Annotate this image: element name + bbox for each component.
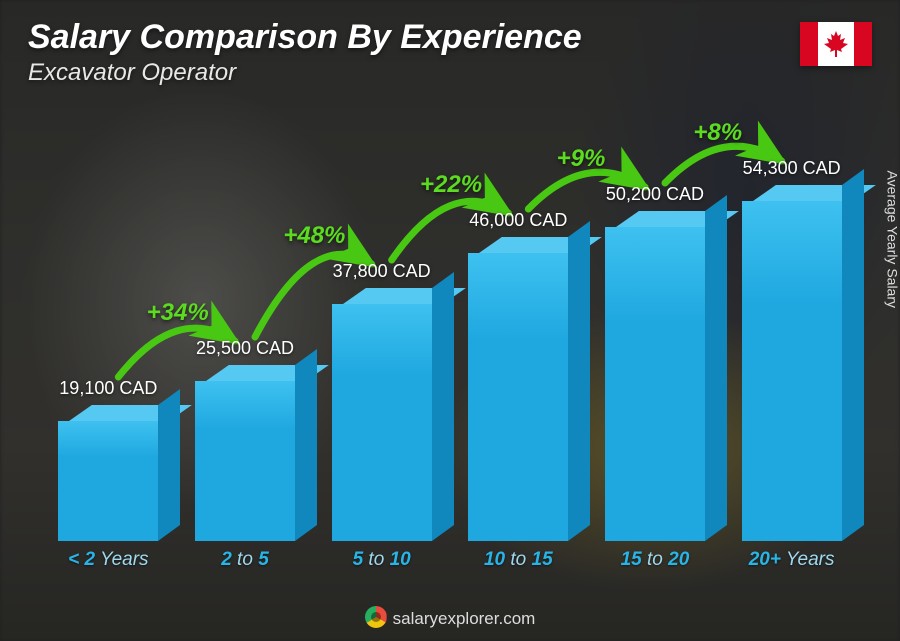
- bar: [332, 288, 432, 541]
- bar-side-face: [842, 169, 864, 541]
- bar-value-label: 37,800 CAD: [333, 261, 431, 282]
- bar-group: 25,500 CAD: [180, 338, 310, 541]
- y-axis-label: Average Yearly Salary: [884, 171, 900, 309]
- maple-leaf-icon: [824, 31, 848, 57]
- increase-label: +8%: [693, 119, 742, 147]
- bar-side-face: [295, 349, 317, 541]
- page-title: Salary Comparison By Experience: [28, 18, 582, 57]
- flag-center: [818, 22, 854, 66]
- increase-label: +9%: [557, 145, 606, 173]
- footer: salaryexplorer.com: [0, 606, 900, 629]
- bar-front-face: [468, 253, 568, 541]
- footer-text: salaryexplorer.com: [393, 609, 536, 628]
- bar: [742, 185, 842, 541]
- title-block: Salary Comparison By Experience Excavato…: [28, 18, 582, 87]
- bar: [468, 237, 568, 541]
- x-axis-label: 2 to 5: [180, 549, 310, 571]
- bar-front-face: [742, 201, 842, 541]
- bar-side-face: [432, 272, 454, 541]
- bar-group: 50,200 CAD: [590, 184, 720, 541]
- increase-label: +48%: [283, 222, 345, 250]
- x-axis: < 2 Years 2 to 5 5 to 10 10 to 15 15 to 20 20…: [40, 549, 860, 571]
- flag-left-bar: [800, 22, 818, 66]
- x-axis-label: 5 to 10: [317, 549, 447, 571]
- bar-group: 37,800 CAD: [317, 261, 447, 541]
- increase-label: +34%: [147, 299, 209, 327]
- bar-side-face: [568, 221, 590, 541]
- bar-front-face: [605, 227, 705, 541]
- bar-value-label: 46,000 CAD: [469, 210, 567, 231]
- salary-bar-chart: 19,100 CAD 25,500 CAD 37,800 CAD 46,000 CAD…: [40, 111, 860, 571]
- bar-side-face: [705, 195, 727, 541]
- bar-value-label: 19,100 CAD: [59, 378, 157, 399]
- bar-front-face: [195, 381, 295, 541]
- flag-right-bar: [854, 22, 872, 66]
- x-axis-label: 20+ Years: [727, 549, 857, 571]
- page-subtitle: Excavator Operator: [28, 59, 582, 87]
- bar-group: 46,000 CAD: [453, 210, 583, 541]
- bar-group: 19,100 CAD: [43, 378, 173, 541]
- bar-front-face: [58, 421, 158, 541]
- bar-value-label: 25,500 CAD: [196, 338, 294, 359]
- bar-side-face: [158, 389, 180, 541]
- bar-value-label: 50,200 CAD: [606, 184, 704, 205]
- bar-value-label: 54,300 CAD: [743, 158, 841, 179]
- x-axis-label: < 2 Years: [43, 549, 173, 571]
- increase-label: +22%: [420, 171, 482, 199]
- bar: [605, 211, 705, 541]
- bar-group: 54,300 CAD: [727, 158, 857, 541]
- logo-icon: [365, 606, 387, 628]
- content: Salary Comparison By Experience Excavato…: [0, 0, 900, 641]
- bar-front-face: [332, 304, 432, 541]
- canada-flag-icon: [800, 22, 872, 66]
- x-axis-label: 10 to 15: [453, 549, 583, 571]
- bar: [195, 365, 295, 541]
- x-axis-label: 15 to 20: [590, 549, 720, 571]
- bar: [58, 405, 158, 541]
